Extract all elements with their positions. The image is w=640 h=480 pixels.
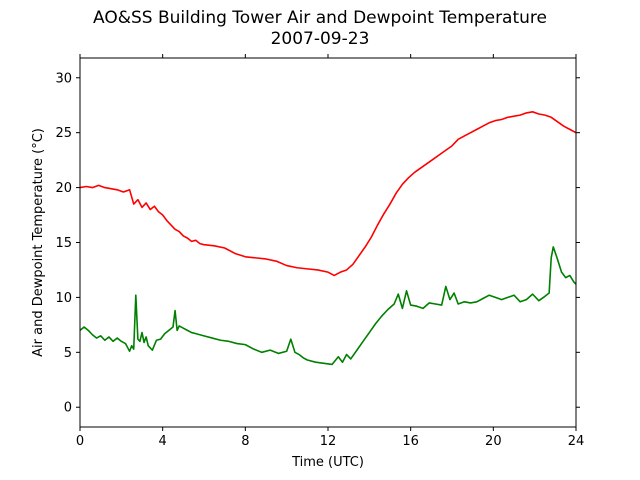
x-tick-label: 20 bbox=[485, 434, 502, 449]
chart-subtitle: 2007-09-23 bbox=[270, 29, 370, 49]
x-tick-label: 24 bbox=[568, 434, 585, 449]
y-tick-label: 15 bbox=[55, 236, 72, 251]
plot-frame bbox=[79, 57, 577, 428]
y-tick-label: 0 bbox=[64, 401, 72, 416]
axis-ticks: 0 4 8 12 16 20 24 0 5 10 15 20 25 30 bbox=[55, 54, 584, 449]
y-tick-label: 20 bbox=[55, 181, 72, 196]
y-tick-label: 25 bbox=[55, 126, 72, 141]
x-tick-label: 4 bbox=[159, 434, 167, 449]
y-tick-label: 30 bbox=[55, 71, 72, 86]
air-temperature-line bbox=[79, 111, 577, 277]
chart-title: AO&SS Building Tower Air and Dewpoint Te… bbox=[92, 8, 547, 28]
x-tick-label: 0 bbox=[76, 434, 84, 449]
x-tick-label: 12 bbox=[320, 434, 337, 449]
x-axis-label: Time (UTC) bbox=[291, 455, 364, 470]
dewpoint-temperature-line bbox=[79, 246, 577, 366]
plot-lines bbox=[79, 111, 577, 366]
y-tick-label: 10 bbox=[55, 291, 72, 306]
y-axis-label: Air and Dewpoint Temperature (°C) bbox=[31, 128, 46, 357]
x-tick-label: 16 bbox=[402, 434, 419, 449]
x-tick-label: 8 bbox=[241, 434, 249, 449]
y-tick-label: 5 bbox=[64, 346, 72, 361]
